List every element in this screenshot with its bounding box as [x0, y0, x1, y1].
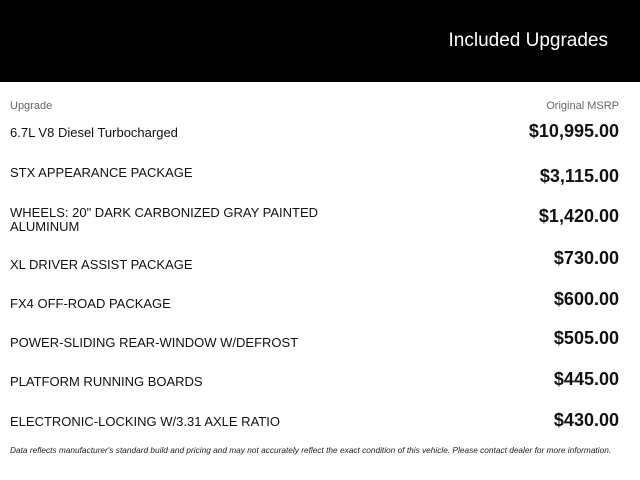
upgrade-name: PLATFORM RUNNING BOARDS	[10, 373, 203, 389]
upgrade-name: FX4 OFF-ROAD PACKAGE	[10, 295, 171, 311]
upgrade-price: $730.00	[553, 248, 619, 269]
list-item: XL DRIVER ASSIST PACKAGE $730.00	[0, 244, 640, 285]
column-headers: Upgrade Original MSRP	[0, 100, 640, 112]
list-item: FX4 OFF-ROAD PACKAGE $600.00	[0, 285, 640, 326]
upgrade-name: 6.7L V8 Diesel Turbocharged	[10, 125, 178, 140]
upgrade-name: WHEELS: 20" DARK CARBONIZED GRAY PAINTED…	[10, 205, 319, 235]
upgrade-price: $10,995.00	[528, 121, 619, 141]
upgrade-price: $600.00	[553, 288, 619, 309]
list-item: PLATFORM RUNNING BOARDS $445.00	[0, 366, 640, 407]
list-item: STX APPEARANCE PACKAGE $3,115.00	[0, 162, 640, 203]
upgrade-price: $430.00	[553, 409, 619, 430]
header-bar: Included Upgrades	[0, 0, 640, 82]
column-header-upgrade: Upgrade	[10, 100, 53, 112]
upgrades-list: 6.7L V8 Diesel Turbocharged $10,995.00 ST…	[0, 121, 640, 447]
upgrade-price: $505.00	[553, 328, 619, 349]
list-item: WHEELS: 20" DARK CARBONIZED GRAY PAINTED…	[0, 202, 640, 244]
list-item: 6.7L V8 Diesel Turbocharged $10,995.00	[0, 121, 640, 162]
upgrade-price: $3,115.00	[539, 165, 619, 186]
list-item: POWER-SLIDING REAR-WINDOW W/DEFROST $505.…	[0, 325, 640, 366]
disclaimer: Data reflects manufacturer's standard bu…	[10, 445, 612, 456]
upgrade-price: $1,420.00	[538, 206, 619, 227]
upgrade-name: XL DRIVER ASSIST PACKAGE	[10, 257, 193, 273]
upgrade-name: POWER-SLIDING REAR-WINDOW W/DEFROST	[10, 335, 299, 351]
upgrade-price: $445.00	[553, 368, 619, 389]
column-header-msrp: Original MSRP	[546, 100, 619, 112]
list-item: ELECTRONIC-LOCKING W/3.31 AXLE RATIO $430…	[0, 407, 640, 448]
page-title: Included Upgrades	[448, 30, 609, 51]
upgrade-name: ELECTRONIC-LOCKING W/3.31 AXLE RATIO	[10, 413, 280, 429]
upgrade-name: STX APPEARANCE PACKAGE	[10, 164, 193, 180]
